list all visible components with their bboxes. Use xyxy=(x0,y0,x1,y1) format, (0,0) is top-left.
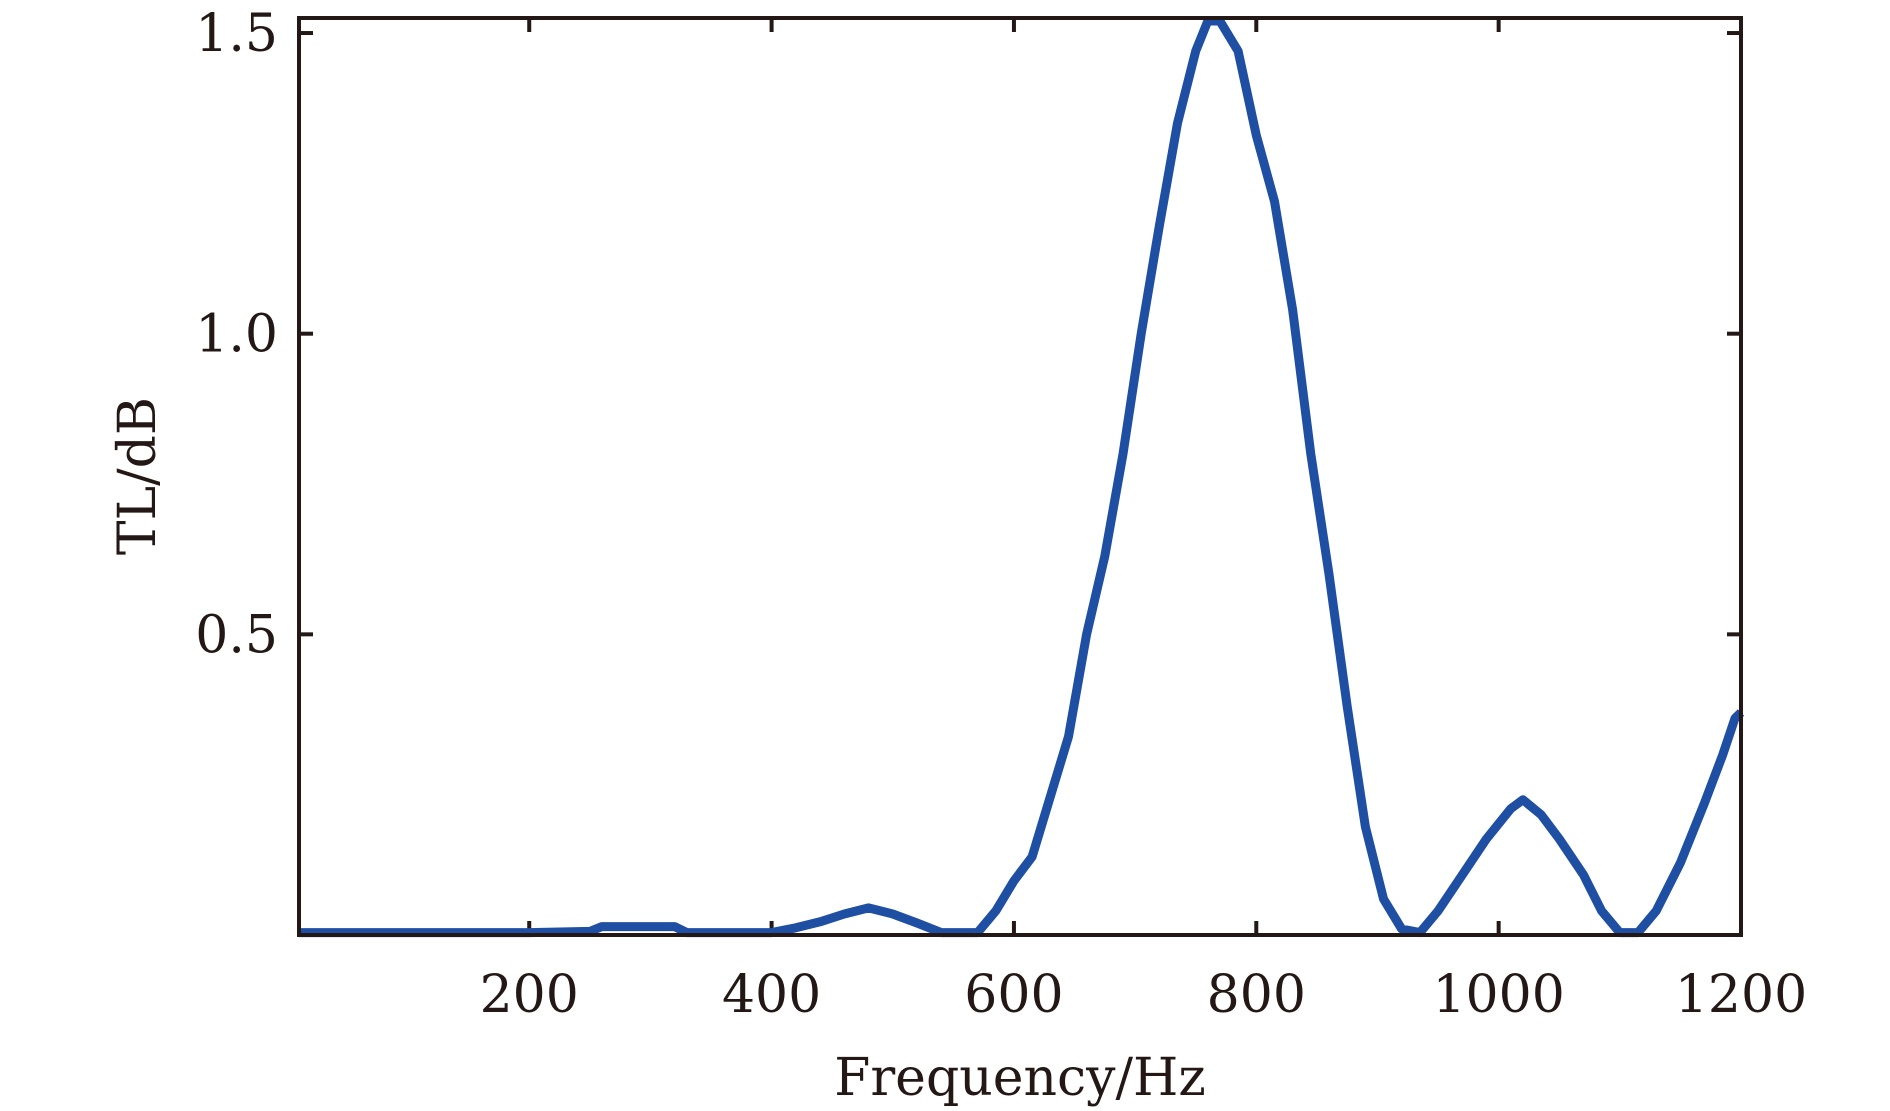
x-tick-label: 600 xyxy=(964,965,1063,1025)
y-tick-label: 1.0 xyxy=(195,305,278,365)
x-axis-label: Frequency/Hz xyxy=(834,1048,1206,1108)
tick-labels: 200 400 600 800 1000 1200 0.5 1.0 1.5 xyxy=(195,4,1807,1025)
plot-frame xyxy=(297,16,1743,937)
x-tick-label: 200 xyxy=(480,965,579,1025)
y-tick-label: 0.5 xyxy=(195,605,278,665)
series-line-tl xyxy=(299,16,1745,938)
x-tick-label: 1000 xyxy=(1432,965,1564,1025)
y-axis-label: TL/dB xyxy=(108,397,168,555)
x-tick-label: 1200 xyxy=(1675,965,1807,1025)
y-tick-label: 1.5 xyxy=(195,4,278,64)
x-tick-label: 400 xyxy=(722,965,821,1025)
x-tick-label: 800 xyxy=(1207,965,1306,1025)
